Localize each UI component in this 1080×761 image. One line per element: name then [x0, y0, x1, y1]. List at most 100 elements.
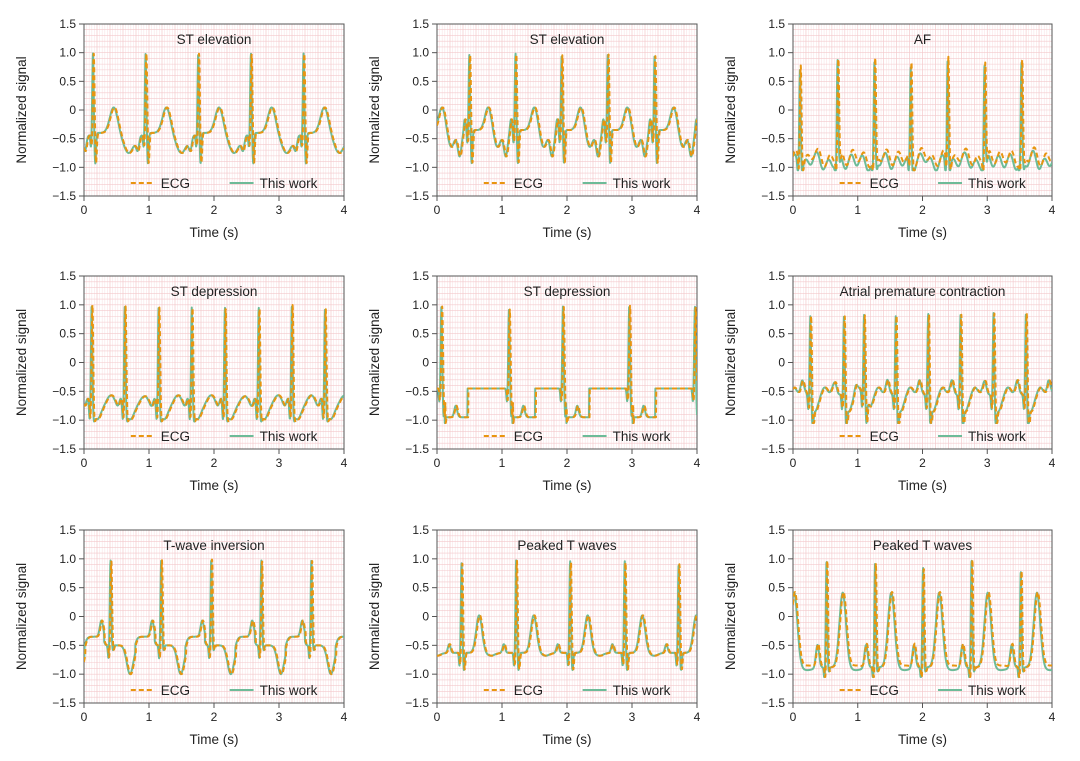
- chart-title: ST elevation: [177, 32, 252, 47]
- x-axis-label: Time (s): [543, 478, 592, 493]
- chart-title: Peaked T waves: [517, 538, 617, 553]
- y-tick-label: −1.0: [761, 413, 785, 427]
- x-tick-label: 4: [694, 456, 701, 470]
- legend-this-work-label: This work: [613, 176, 671, 191]
- y-tick-label: 0: [778, 610, 785, 624]
- y-tick-label: 0.5: [59, 74, 76, 88]
- chart-title: ST elevation: [530, 32, 605, 47]
- y-axis-label: Normalized signal: [14, 56, 29, 163]
- legend-this-work-label: This work: [260, 176, 318, 191]
- x-tick-label: 1: [854, 710, 861, 724]
- y-tick-label: 0.5: [412, 581, 429, 595]
- x-tick-label: 2: [919, 203, 926, 217]
- x-tick-label: 1: [499, 203, 506, 217]
- y-axis-label: Normalized signal: [14, 309, 29, 416]
- y-tick-label: −0.5: [761, 384, 785, 398]
- y-tick-label: 1.5: [768, 269, 785, 283]
- y-axis-label: Normalized signal: [723, 563, 738, 670]
- x-tick-label: 2: [564, 456, 571, 470]
- legend-this-work-label: This work: [613, 683, 671, 698]
- y-tick-label: −1.0: [405, 160, 429, 174]
- y-axis-label: Normalized signal: [14, 563, 29, 670]
- x-tick-label: 0: [790, 456, 797, 470]
- chart-panel-2: 1.5 1.0 0.5 0 −0.5 −1.0 −1.5 0 1 2 3 4 Time (s) Norma…: [367, 17, 701, 240]
- x-axis-label: Time (s): [898, 732, 947, 747]
- series-ecg-line: [793, 55, 1052, 172]
- series-ecg-line: [84, 52, 344, 164]
- legend-ecg-label: ECG: [514, 429, 543, 444]
- x-tick-label: 2: [211, 710, 218, 724]
- y-axis-label: Normalized signal: [367, 563, 382, 670]
- legend-this-work-label: This work: [613, 429, 671, 444]
- y-tick-label: −1.5: [761, 696, 785, 710]
- x-tick-label: 0: [81, 203, 88, 217]
- legend: ECG This work: [483, 429, 671, 444]
- x-tick-label: 3: [629, 456, 636, 470]
- y-tick-label: 1.0: [412, 552, 429, 566]
- legend-ecg-label: ECG: [870, 429, 899, 444]
- x-tick-label: 2: [919, 710, 926, 724]
- x-tick-label: 1: [854, 203, 861, 217]
- x-tick-label: 4: [341, 203, 348, 217]
- x-tick-label: 3: [276, 710, 283, 724]
- x-tick-label: 1: [499, 710, 506, 724]
- y-tick-label: −1.0: [52, 667, 76, 681]
- y-axis-label: Normalized signal: [367, 56, 382, 163]
- y-tick-label: 0: [69, 103, 76, 117]
- y-tick-label: 1.0: [768, 298, 785, 312]
- x-tick-label: 3: [629, 203, 636, 217]
- x-tick-label: 1: [499, 456, 506, 470]
- chart-title: T-wave inversion: [163, 538, 264, 553]
- x-tick-label: 0: [81, 710, 88, 724]
- y-tick-label: −0.5: [52, 132, 76, 146]
- legend-ecg-label: ECG: [514, 176, 543, 191]
- chart-panel-7: 1.5 1.0 0.5 0 −0.5 −1.0 −1.5 0 1 2 3 4 Time (s) Norma…: [14, 523, 348, 747]
- y-tick-label: −0.5: [761, 132, 785, 146]
- legend: ECG This work: [483, 683, 671, 698]
- y-tick-label: −1.5: [52, 696, 76, 710]
- y-tick-label: 0.5: [412, 74, 429, 88]
- x-tick-label: 0: [434, 456, 441, 470]
- y-tick-label: −1.0: [405, 667, 429, 681]
- legend-ecg-label: ECG: [870, 176, 899, 191]
- x-tick-label: 3: [984, 203, 991, 217]
- legend-ecg-label: ECG: [514, 683, 543, 698]
- y-tick-label: 0: [422, 103, 429, 117]
- y-tick-label: 1.5: [412, 269, 429, 283]
- y-tick-label: 1.5: [412, 523, 429, 537]
- y-tick-label: −1.5: [52, 189, 76, 203]
- x-tick-label: 0: [81, 456, 88, 470]
- x-tick-label: 2: [564, 203, 571, 217]
- y-tick-label: −0.5: [405, 132, 429, 146]
- legend-this-work-label: This work: [968, 429, 1026, 444]
- y-tick-label: 0.5: [59, 327, 76, 341]
- chart-title: Peaked T waves: [873, 538, 973, 553]
- y-tick-label: 1.5: [59, 269, 76, 283]
- grid: [83, 275, 345, 450]
- series-ecg-line: [793, 312, 1052, 425]
- x-tick-label: 3: [276, 456, 283, 470]
- x-axis-label: Time (s): [190, 732, 239, 747]
- y-tick-label: 0: [422, 356, 429, 370]
- x-axis-label: Time (s): [190, 225, 239, 240]
- x-tick-label: 3: [629, 710, 636, 724]
- y-tick-label: 0: [778, 356, 785, 370]
- x-tick-label: 4: [694, 203, 701, 217]
- y-tick-label: 1.0: [768, 46, 785, 60]
- x-tick-label: 2: [211, 456, 218, 470]
- x-tick-label: 0: [790, 203, 797, 217]
- y-tick-label: −0.5: [405, 384, 429, 398]
- legend: ECG This work: [839, 429, 1026, 444]
- x-tick-label: 1: [854, 456, 861, 470]
- y-tick-label: −0.5: [52, 384, 76, 398]
- x-tick-label: 2: [564, 710, 571, 724]
- x-tick-label: 3: [984, 456, 991, 470]
- x-axis-label: Time (s): [190, 478, 239, 493]
- chart-panel-1: 1.5 1.0 0.5 0 −0.5 −1.0 −1.5 0 1 2 3 4 Time (s) Norma…: [14, 17, 348, 240]
- x-tick-label: 1: [146, 710, 153, 724]
- x-axis-label: Time (s): [898, 225, 947, 240]
- y-axis-label: Normalized signal: [723, 309, 738, 416]
- series-ecg-line: [793, 558, 1052, 679]
- y-tick-label: 1.5: [412, 17, 429, 31]
